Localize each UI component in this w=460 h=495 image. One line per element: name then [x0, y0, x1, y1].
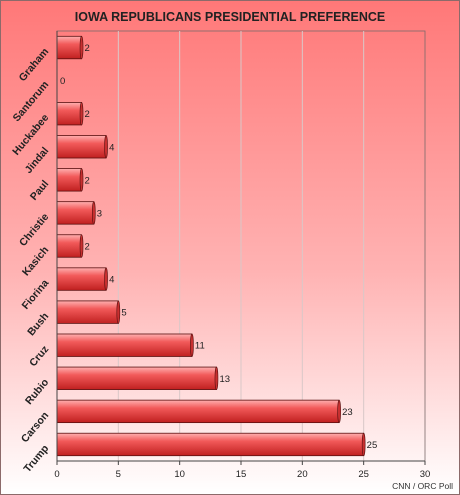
category-label: Jindal [23, 145, 52, 176]
bar-cap [104, 267, 108, 291]
bar-cap [79, 234, 84, 258]
chart-title: IOWA REPUBLICANS PRESIDENTIAL PREFERENCE [75, 10, 385, 24]
bar-kasich [56, 234, 82, 258]
value-label: 5 [121, 308, 126, 319]
category-label: Paul [28, 178, 51, 203]
source-note: CNN / ORC Poll [392, 481, 453, 491]
bar-cruz [56, 333, 193, 357]
bar-bush [56, 300, 119, 324]
value-label: 2 [85, 175, 90, 186]
category-label: Bush [25, 310, 51, 338]
category-label: Graham [17, 46, 52, 84]
bar-rubio [56, 366, 217, 390]
bar-cap [116, 300, 121, 324]
bar-cap [190, 333, 194, 357]
category-label: Cruz [27, 343, 51, 369]
grid-lines [56, 30, 426, 462]
x-tick-label: 15 [236, 469, 247, 480]
bar-cap [79, 168, 84, 192]
bar-fiorina [56, 267, 107, 291]
value-label: 0 [60, 76, 65, 87]
category-label: Christie [17, 211, 51, 249]
bar-paul [56, 168, 82, 192]
bar-christie [56, 201, 95, 225]
category-label: Trump [21, 443, 51, 475]
x-tick-label: 5 [116, 469, 121, 480]
value-label: 2 [85, 242, 90, 253]
bar-graham [56, 35, 82, 60]
x-tick-label: 20 [297, 469, 308, 480]
value-label: 2 [85, 43, 90, 54]
x-tick-label: 25 [358, 469, 369, 480]
x-tick-label: 0 [54, 469, 59, 480]
value-label: 4 [109, 142, 114, 153]
value-label: 4 [109, 275, 114, 286]
value-label: 2 [85, 109, 90, 120]
bar-cap [214, 366, 219, 390]
value-label: 13 [219, 374, 230, 385]
x-tick-label: 30 [420, 469, 431, 480]
category-label: Kasich [20, 244, 51, 278]
category-label: Rubio [23, 377, 51, 408]
bar-cap [79, 102, 84, 126]
bar-cap [361, 432, 366, 457]
bar-huckabee [56, 102, 82, 126]
value-label: 25 [367, 440, 378, 451]
category-label: Carson [19, 410, 51, 445]
bar-cap [337, 399, 341, 423]
bar-cap [79, 35, 84, 60]
value-label: 23 [342, 407, 353, 418]
category-label: Fiorina [20, 277, 52, 312]
bar-jindal [56, 135, 107, 159]
x-tick-label: 10 [174, 469, 185, 480]
value-label: 3 [97, 208, 102, 219]
bar-cap [104, 135, 108, 159]
value-label: 11 [195, 341, 205, 352]
bar-carson [56, 399, 340, 424]
bar-trump [56, 432, 365, 457]
bar-cap [92, 201, 96, 225]
